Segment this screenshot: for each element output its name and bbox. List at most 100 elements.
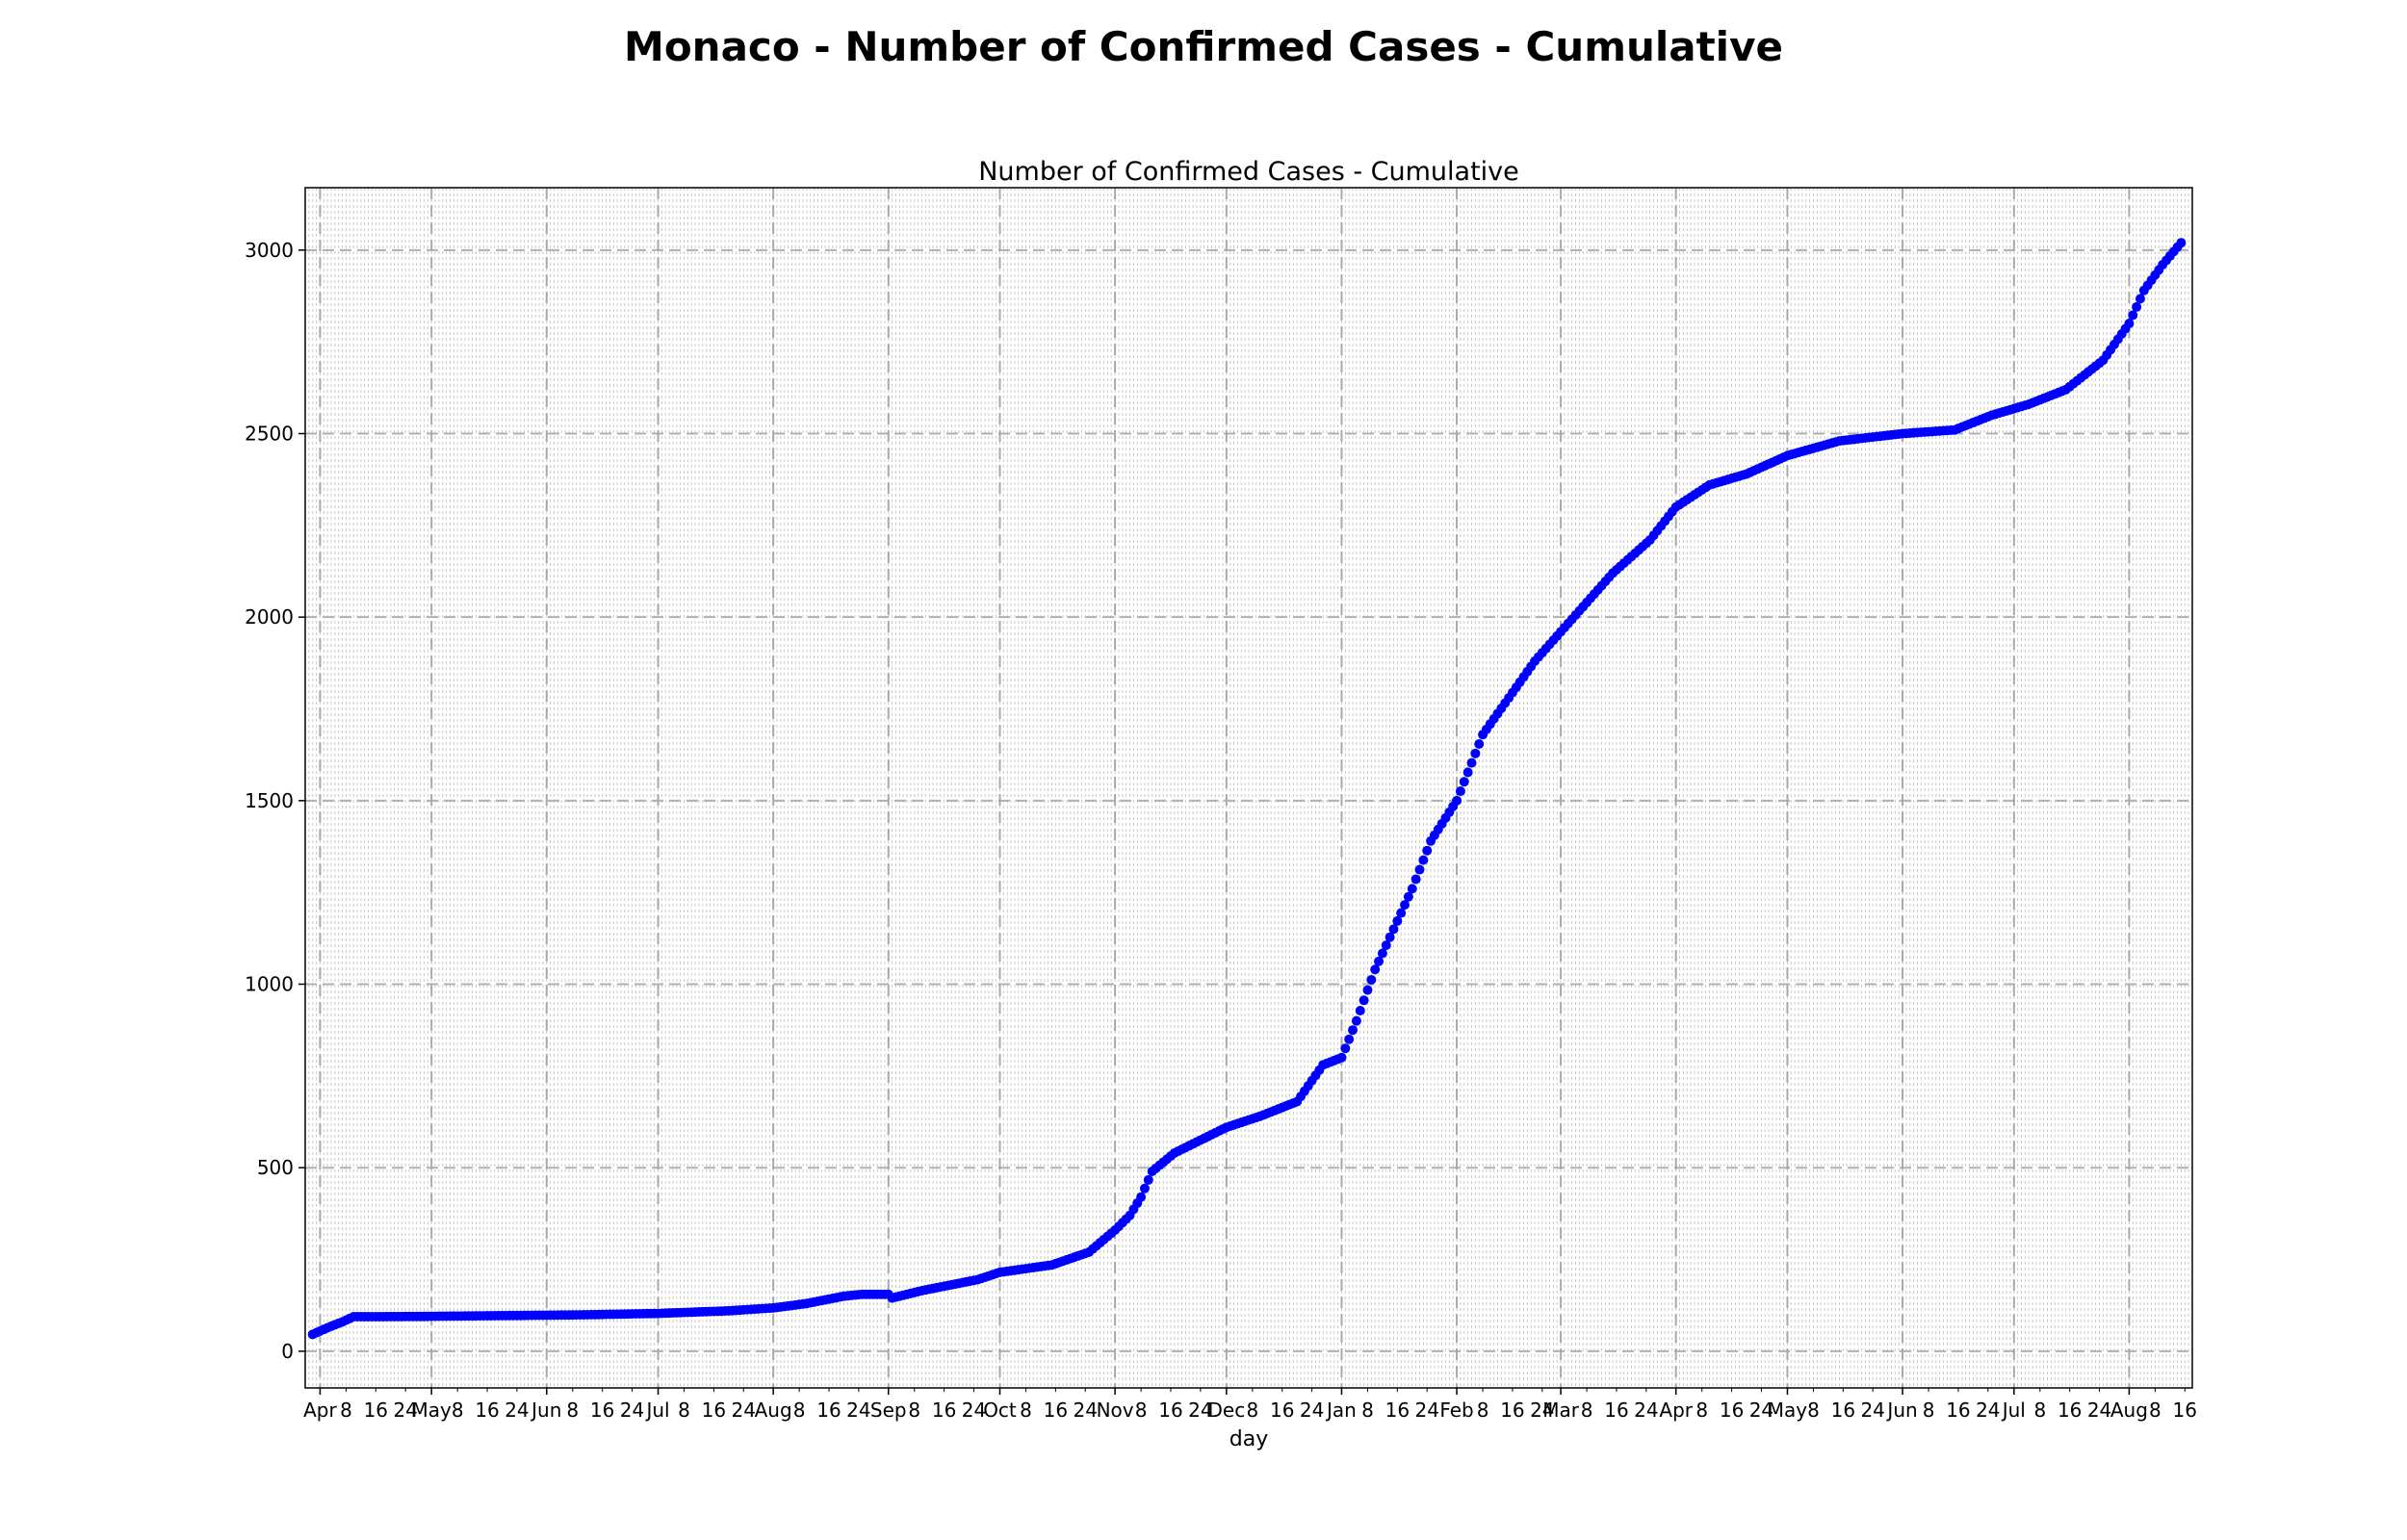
data-point — [1139, 1183, 1150, 1194]
x-minor-tick-label: 8 — [340, 1399, 352, 1422]
x-minor-tick-label: 16 — [2173, 1399, 2197, 1422]
minor-gridlines — [304, 188, 2193, 1388]
x-minor-tick-label: 16 — [1044, 1399, 1068, 1422]
data-point — [1452, 795, 1462, 806]
x-minor-tick-label: 16 — [2058, 1399, 2082, 1422]
x-minor-tick-label: 8 — [1477, 1399, 1489, 1422]
x-minor-tick-label: 8 — [2033, 1399, 2046, 1422]
x-minor-tick-label: 8 — [1246, 1399, 1258, 1422]
data-point — [2132, 301, 2142, 312]
data-point — [1396, 908, 1407, 918]
x-minor-tick-label: 16 — [1831, 1399, 1855, 1422]
x-tick-label: Feb — [1439, 1399, 1473, 1422]
figure-title: Monaco - Number of Confirmed Cases - Cum… — [624, 23, 1783, 70]
data-point — [1470, 748, 1481, 758]
data-point — [1418, 855, 1429, 865]
data-point — [1474, 739, 1485, 750]
y-tick-label: 3000 — [245, 239, 294, 262]
x-minor-tick-label: 8 — [678, 1399, 690, 1422]
y-tick-label: 500 — [257, 1156, 294, 1179]
x-minor-tick-label: 24 — [1074, 1399, 1098, 1422]
data-points — [307, 238, 2187, 1340]
x-minor-tick-label: 16 — [1500, 1399, 1524, 1422]
x-minor-tick-label: 24 — [1860, 1399, 1884, 1422]
x-minor-tick-label: 8 — [1923, 1399, 1935, 1422]
data-point — [1340, 1043, 1351, 1054]
x-minor-tick-label: 24 — [1414, 1399, 1438, 1422]
x-axis-ticks: Apr May Jun Jul Aug Sep Oct Nov Dec Jan Feb Mar Apr M… — [303, 1388, 2197, 1422]
x-tick-label: Jul — [2001, 1399, 2026, 1422]
y-axis-ticks: 0 500 1000 1500 2000 2500 3000 — [245, 239, 305, 1363]
x-minor-tick-label: 16 — [932, 1399, 956, 1422]
x-minor-tick-label: 8 — [1135, 1399, 1148, 1422]
x-minor-tick-label: 24 — [620, 1399, 644, 1422]
x-minor-tick-label: 24 — [2087, 1399, 2111, 1422]
x-minor-tick-label: 16 — [1604, 1399, 1628, 1422]
x-axis-label: day — [1229, 1427, 1268, 1451]
x-tick-label: Apr — [1659, 1399, 1693, 1422]
data-point — [1366, 974, 1377, 985]
x-tick-label: Jun — [1885, 1399, 1917, 1422]
x-tick-label: Oct — [983, 1399, 1017, 1422]
axes-title: Number of Confirmed Cases - Cumulative — [978, 157, 1519, 187]
data-point — [1392, 915, 1403, 926]
data-point — [1377, 948, 1387, 959]
data-point — [2124, 319, 2135, 329]
data-point — [1136, 1192, 1147, 1202]
data-point — [1344, 1034, 1355, 1044]
data-point — [1362, 985, 1373, 995]
data-point — [2176, 238, 2187, 248]
data-point — [1403, 891, 1413, 902]
x-minor-tick-label: 16 — [816, 1399, 841, 1422]
x-minor-tick-label: 24 — [1188, 1399, 1212, 1422]
x-minor-tick-label: 24 — [1749, 1399, 1773, 1422]
x-tick-label: Apr — [303, 1399, 337, 1422]
x-minor-tick-label: 16 — [1946, 1399, 1970, 1422]
data-point — [1455, 786, 1465, 797]
data-point — [1400, 900, 1411, 911]
x-minor-tick-label: 8 — [452, 1399, 464, 1422]
data-point — [1388, 924, 1399, 935]
x-minor-tick-label: 16 — [1385, 1399, 1410, 1422]
x-tick-label: May — [1768, 1399, 1808, 1422]
x-minor-tick-label: 24 — [1976, 1399, 2000, 1422]
data-point — [1351, 1015, 1361, 1026]
x-tick-label: Jul — [644, 1399, 669, 1422]
data-point — [2128, 310, 2138, 321]
x-minor-tick-label: 24 — [732, 1399, 756, 1422]
x-tick-label: Dec — [1207, 1399, 1245, 1422]
data-point — [1462, 767, 1473, 778]
data-point — [1407, 884, 1417, 894]
y-tick-label: 2500 — [245, 423, 294, 446]
x-tick-label: Jun — [530, 1399, 561, 1422]
x-minor-tick-label: 8 — [1361, 1399, 1374, 1422]
x-tick-label: Aug — [2110, 1399, 2148, 1422]
y-tick-label: 1000 — [245, 973, 294, 996]
x-minor-tick-label: 16 — [475, 1399, 499, 1422]
data-point — [1411, 874, 1421, 885]
data-point — [1459, 777, 1469, 787]
x-minor-tick-label: 8 — [908, 1399, 920, 1422]
x-tick-label: Sep — [870, 1399, 907, 1422]
x-minor-tick-label: 8 — [1581, 1399, 1593, 1422]
data-point — [1414, 864, 1425, 875]
x-minor-tick-label: 8 — [1020, 1399, 1032, 1422]
x-minor-tick-label: 8 — [793, 1399, 806, 1422]
data-point — [2135, 294, 2145, 304]
data-point — [1355, 1005, 1365, 1015]
data-point — [1385, 932, 1395, 942]
x-minor-tick-label: 8 — [1695, 1399, 1708, 1422]
x-minor-tick-label: 24 — [505, 1399, 529, 1422]
data-point — [1348, 1025, 1359, 1036]
x-minor-tick-label: 24 — [846, 1399, 870, 1422]
data-point — [1422, 845, 1433, 856]
x-minor-tick-label: 16 — [590, 1399, 614, 1422]
data-point — [1336, 1052, 1347, 1063]
data-point — [1143, 1174, 1153, 1185]
x-minor-tick-label: 16 — [1720, 1399, 1744, 1422]
x-minor-tick-label: 24 — [1530, 1399, 1554, 1422]
y-tick-label: 2000 — [245, 605, 294, 629]
x-tick-label: May — [412, 1399, 453, 1422]
x-minor-tick-label: 24 — [1634, 1399, 1658, 1422]
axes-frame — [304, 187, 2193, 1389]
